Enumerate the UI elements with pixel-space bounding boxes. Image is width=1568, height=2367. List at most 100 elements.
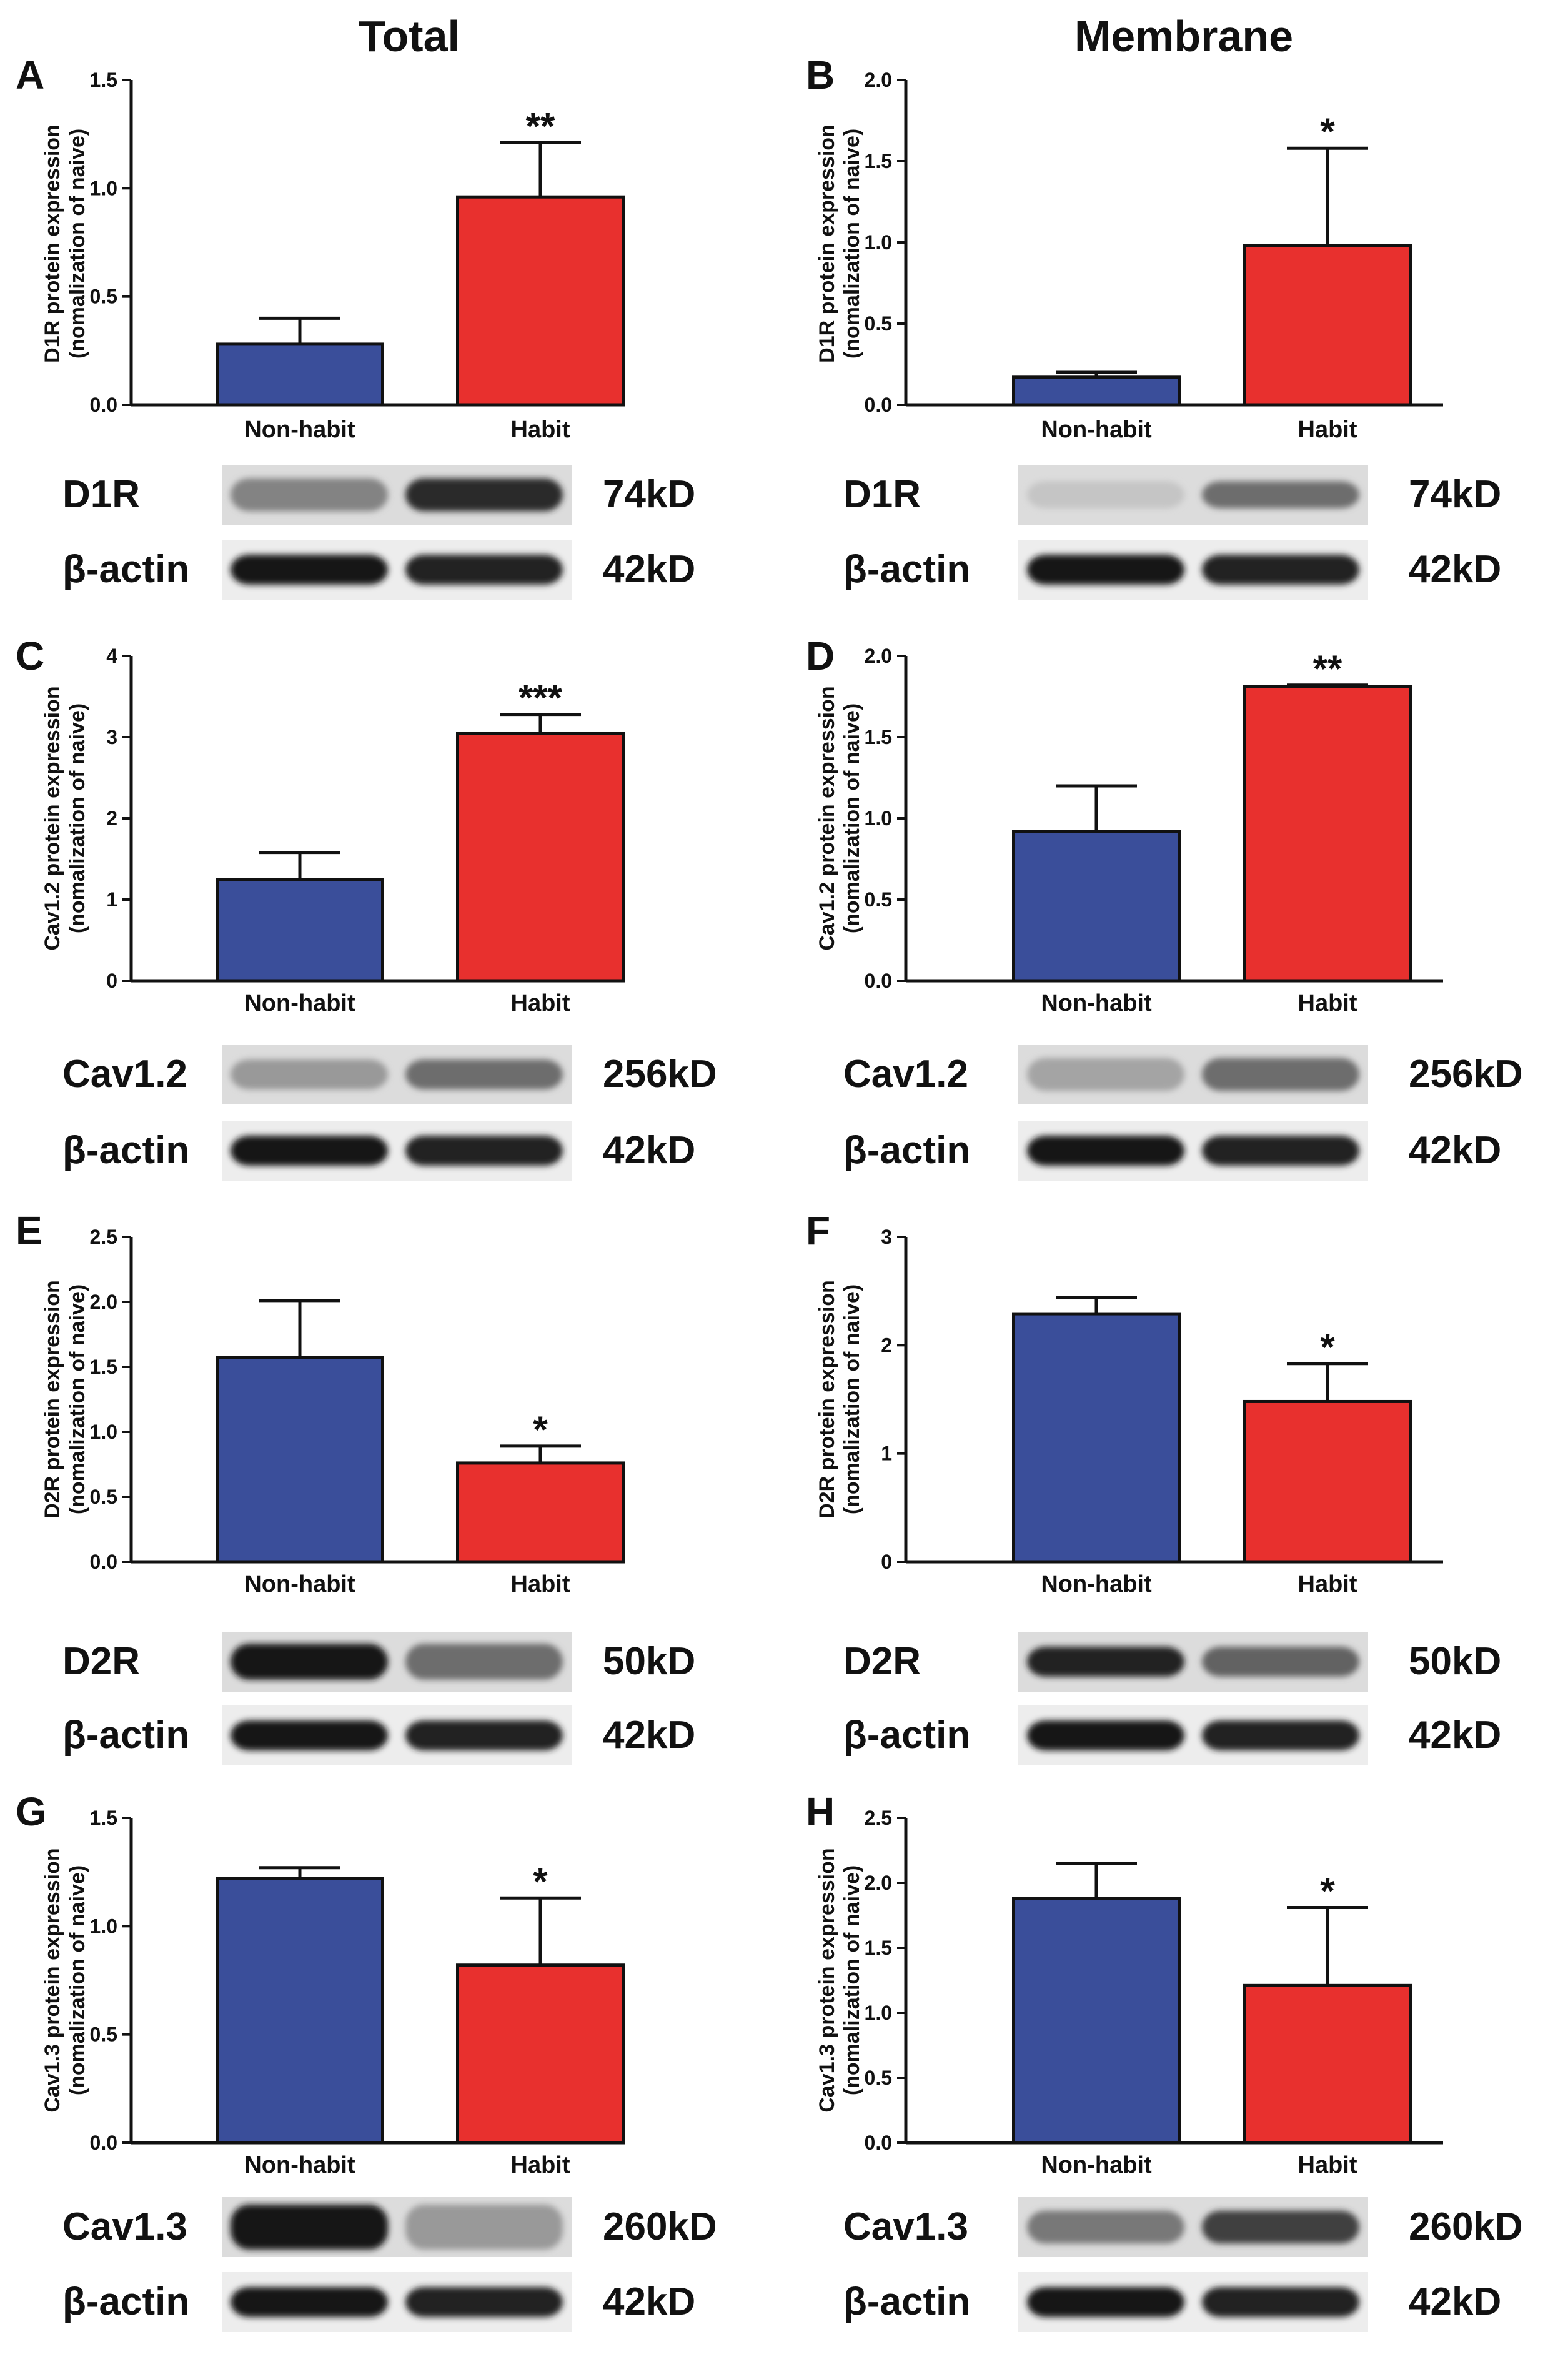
bar-habit [456, 732, 625, 983]
blot-band [1027, 1720, 1184, 1750]
bar-habit [456, 1963, 625, 2145]
bar-habit [456, 1461, 625, 1564]
actin-blot [222, 540, 572, 600]
y-axis-label-line: D2R protein expression [41, 1280, 64, 1519]
blot-size-label: 260kD [1409, 2205, 1523, 2248]
y-tick-label: 2.0 [865, 645, 892, 667]
y-tick-label: 1 [106, 888, 117, 911]
blot-band [1027, 1058, 1184, 1091]
y-axis-label: Cav1.2 protein expression(nomalization o… [815, 686, 864, 950]
blot-size-label: 256kD [603, 1053, 717, 1096]
y-tick-label: 0.5 [90, 2023, 117, 2046]
blot-band [231, 2287, 388, 2317]
panel-letter: F [806, 1208, 830, 1253]
y-tick-label: 0.0 [90, 394, 117, 416]
blot-protein-label: D2R [62, 1640, 140, 1683]
blot-band [1202, 1058, 1359, 1091]
y-tick-label: 3 [106, 726, 117, 748]
x-tick-label: Habit [511, 990, 570, 1016]
blot-band [1202, 481, 1359, 509]
x-tick-label: Non-habit [244, 990, 355, 1016]
panel-G: G Cav1.3 protein expression(nomalization … [16, 1789, 717, 2332]
actin-blot [1018, 1121, 1368, 1181]
blot-band [231, 555, 388, 585]
blot-band [1027, 1136, 1184, 1166]
actin-blot [1018, 2272, 1368, 2332]
bar-non-habit [216, 1356, 384, 1564]
x-tick-label: Habit [1298, 1571, 1357, 1597]
bar-habit [1243, 1399, 1412, 1564]
panel-C: C Cav1.2 protein expression(nomalization … [16, 633, 717, 1181]
panel-letter: C [16, 633, 44, 678]
y-axis-label-line: (nomalization of naive) [840, 1284, 864, 1514]
y-axis-label: D1R protein expression(nomalization of n… [815, 124, 864, 363]
y-axis-label-line: (nomalization of naive) [66, 703, 89, 933]
bar-non-habit [216, 342, 384, 407]
y-axis-label-line: (nomalization of naive) [840, 1865, 864, 2095]
blot-control-label: β-actin [843, 1129, 970, 1172]
x-tick-label: Habit [1298, 417, 1357, 443]
blot-band [1027, 1647, 1184, 1677]
y-axis-label-line: Cav1.3 protein expression [41, 1848, 64, 2112]
x-tick-label: Non-habit [244, 2152, 355, 2178]
y-tick-label: 1 [881, 1442, 892, 1465]
protein-blot [1018, 2197, 1368, 2257]
y-tick-label: 1.0 [90, 1421, 117, 1443]
blot-size-label: 74kD [1409, 473, 1501, 516]
blot-band [1027, 481, 1184, 509]
y-tick-label: 2.0 [865, 69, 892, 91]
panel-letter: E [16, 1208, 42, 1253]
protein-blot [222, 465, 572, 525]
blot-band [231, 1720, 388, 1750]
y-tick-label: 1.0 [90, 1915, 117, 1937]
blot-size-label: 42kD [603, 1714, 695, 1757]
y-axis-label: Cav1.2 protein expression(nomalization o… [41, 686, 89, 950]
blot-control-label: β-actin [62, 1129, 189, 1172]
x-tick-label: Habit [511, 417, 570, 443]
column-title-total: Total [359, 12, 460, 61]
x-tick-label: Non-habit [1041, 417, 1152, 443]
blot-size-label: 42kD [1409, 548, 1501, 591]
actin-blot [1018, 540, 1368, 600]
x-tick-label: Habit [511, 2152, 570, 2178]
blot-band [405, 1059, 563, 1089]
y-axis-label-line: (nomalization of naive) [66, 1284, 89, 1514]
y-tick-label: 1.5 [90, 69, 117, 91]
blot-protein-label: D1R [62, 473, 140, 516]
y-tick-label: 4 [106, 645, 117, 667]
y-tick-label: 0.0 [865, 2131, 892, 2154]
bar-non-habit [216, 878, 384, 983]
y-axis-label-line: D1R protein expression [815, 124, 839, 363]
panel-letter: G [16, 1789, 47, 1834]
x-tick-label: Non-habit [244, 1571, 355, 1597]
blot-band [231, 478, 388, 512]
y-tick-label: 0.5 [865, 2067, 892, 2089]
significance-marker: * [1320, 111, 1335, 152]
blot-band [405, 2287, 563, 2317]
blot-size-label: 42kD [603, 548, 695, 591]
actin-blot [222, 1705, 572, 1765]
blot-size-label: 42kD [1409, 1714, 1501, 1757]
blot-band [1027, 2287, 1184, 2317]
blot-protein-label: Cav1.2 [62, 1053, 187, 1096]
blot-band [1027, 555, 1184, 585]
y-axis-label: D1R protein expression(nomalization of n… [41, 124, 89, 363]
blot-band [1202, 1136, 1359, 1166]
y-tick-label: 2.0 [865, 1872, 892, 1894]
y-axis-label-line: Cav1.2 protein expression [41, 686, 64, 950]
y-tick-label: 0.5 [90, 1486, 117, 1508]
y-tick-label: 0.0 [90, 2131, 117, 2154]
blot-band [1202, 555, 1359, 585]
significance-marker: * [1320, 1326, 1335, 1368]
blot-band [231, 1644, 388, 1680]
bar-habit [1243, 1983, 1412, 2145]
panel-letter: A [16, 52, 44, 97]
y-axis-label-line: Cav1.3 protein expression [815, 1848, 839, 2112]
y-axis-label: D2R protein expression(nomalization of n… [41, 1280, 89, 1519]
blot-control-label: β-actin [843, 548, 970, 591]
y-tick-label: 2.5 [865, 1807, 892, 1829]
y-tick-label: 2 [106, 807, 117, 830]
bar-non-habit [216, 1877, 384, 2145]
protein-blot [1018, 465, 1368, 525]
blot-band [1202, 2210, 1359, 2244]
